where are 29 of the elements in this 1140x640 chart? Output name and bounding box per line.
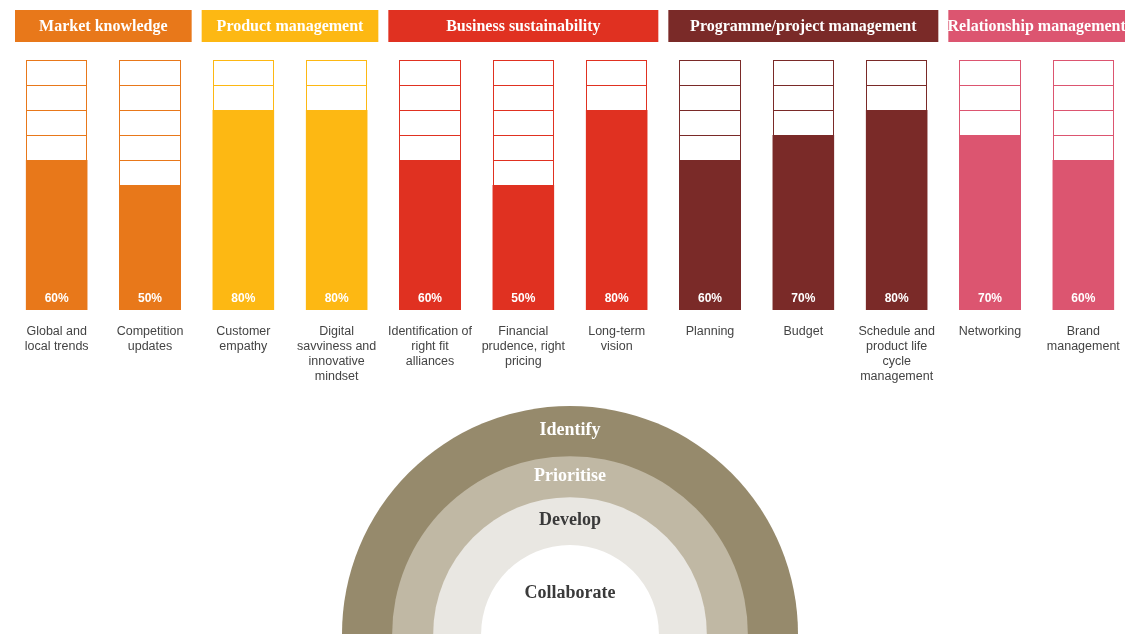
text: Product management — [216, 17, 365, 36]
data-label: 80% — [604, 291, 629, 306]
data-label: 80% — [324, 291, 349, 306]
x-tick-label: Competition updates — [116, 323, 184, 353]
data-label: 50% — [137, 291, 163, 306]
x-tick-label: Global and local trends — [24, 323, 89, 353]
x-tick-label: Schedule and product life cycle management — [858, 323, 935, 383]
text: Relationship management — [947, 17, 1127, 36]
data-label: 60% — [697, 291, 723, 306]
x-tick-label: Brand management — [1046, 323, 1121, 353]
data-label: 80% — [884, 291, 909, 306]
text: Programme/project management — [690, 17, 918, 36]
text: Business sustainability — [446, 17, 601, 36]
data-label: 80% — [231, 291, 256, 306]
data-label: 60% — [417, 291, 443, 306]
data-label: 50% — [511, 291, 536, 306]
x-tick-label: Customer empathy — [216, 323, 271, 353]
data-label: 60% — [1071, 291, 1096, 306]
data-label: 70% — [791, 291, 816, 306]
data-label: 60% — [44, 291, 69, 306]
x-tick-label: Planning — [685, 323, 735, 338]
x-tick-label: Financial prudence, right pricing — [481, 323, 566, 368]
text: Market knowledge — [39, 17, 168, 36]
x-tick-label: Long-term vision — [588, 323, 646, 353]
x-tick-label: Networking — [958, 323, 1022, 338]
x-tick-label: Identification of right fit alliances — [387, 323, 473, 368]
x-tick-label: Budget — [783, 323, 824, 338]
x-tick-label: Digital savviness and innovative mindset — [297, 323, 377, 383]
data-label: 70% — [977, 291, 1003, 306]
